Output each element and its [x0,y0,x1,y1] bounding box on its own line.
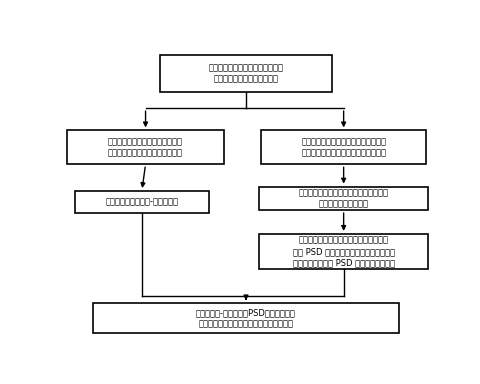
FancyBboxPatch shape [160,55,332,92]
FancyBboxPatch shape [259,234,428,269]
FancyBboxPatch shape [94,303,398,333]
Text: 在频率响应分析结果基础上对有限元模型
施加 PSD 随机信号，进行随机响应分析，
得到各易损坏点的 PSD 加速度响应曲线。: 在频率响应分析结果基础上对有限元模型 施加 PSD 随机信号，进行随机响应分析，… [293,236,395,268]
Text: 建立空压机车架有限元模型，定义
单元、材料属性，划分网格。: 建立空压机车架有限元模型，定义 单元、材料属性，划分网格。 [208,63,284,84]
Text: 对有限元模型进行模态响应分析，根据
模态响应分析结果确定重点频率范围。: 对有限元模型进行模态响应分析，根据 模态响应分析结果确定重点频率范围。 [301,137,386,157]
FancyBboxPatch shape [75,191,209,213]
Text: 得到有限元模型位移-频率曲线。: 得到有限元模型位移-频率曲线。 [105,197,179,207]
Text: 对有限元模型施加谐响应边界条件
以及谐波载荷，进行谐响应分析。: 对有限元模型施加谐响应边界条件 以及谐波载荷，进行谐响应分析。 [108,137,183,157]
FancyBboxPatch shape [67,130,224,164]
FancyBboxPatch shape [259,187,428,210]
Text: 根据重点频率范围进行频率响应分析，得
到频率响应分析结果。: 根据重点频率范围进行频率响应分析，得 到频率响应分析结果。 [299,188,389,209]
FancyBboxPatch shape [261,130,426,164]
Text: 分别对位移-频率曲线与PSD响应曲线进行
分析，判断有限元模型是否符合质量要求。: 分别对位移-频率曲线与PSD响应曲线进行 分析，判断有限元模型是否符合质量要求。 [196,308,296,328]
